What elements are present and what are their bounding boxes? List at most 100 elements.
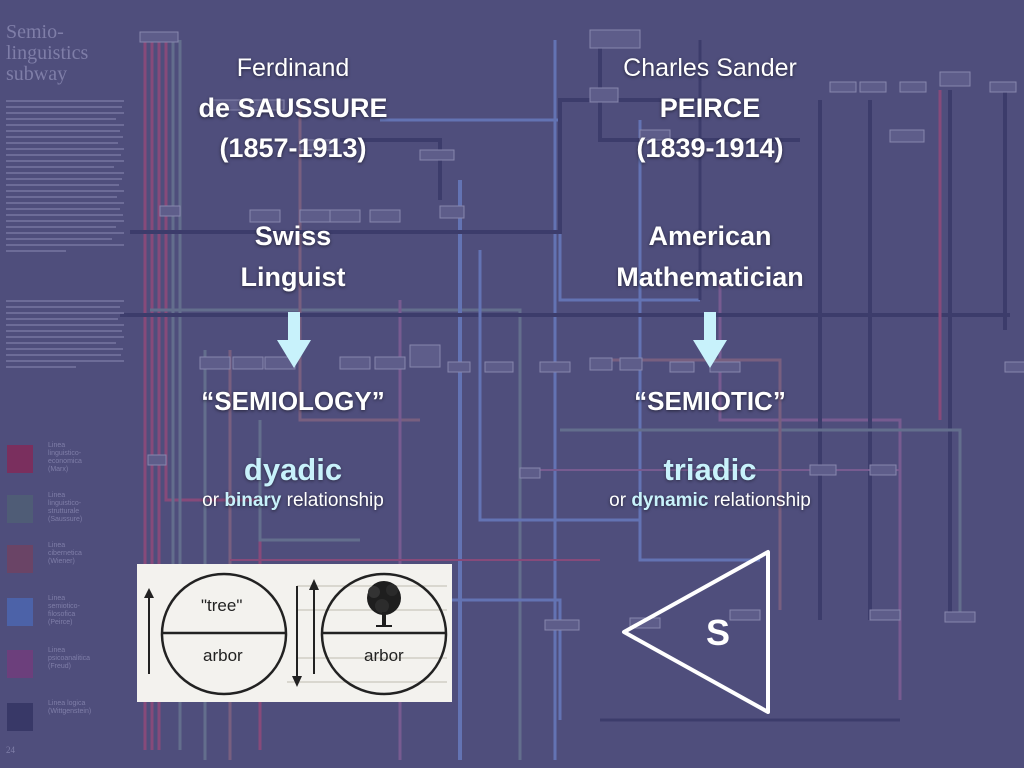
subway-station <box>369 209 401 223</box>
subway-line <box>638 120 760 562</box>
page-number: 24 <box>6 745 15 755</box>
subway-station <box>899 81 927 93</box>
legend-swatch <box>7 445 33 473</box>
subway-line <box>478 250 640 522</box>
saussure-heading: Ferdinand de SAUSSURE (1857-1913) <box>113 48 473 168</box>
subway-line <box>610 358 782 610</box>
subway-station <box>447 361 471 373</box>
subway-station <box>374 356 406 370</box>
map-title: Semio- linguistics subway <box>6 21 89 85</box>
saussure-years: (1857-1913) <box>219 133 367 163</box>
subway-station <box>729 609 761 621</box>
legend-swatch <box>7 495 33 523</box>
map-intro-text <box>6 100 126 256</box>
subway-station <box>232 356 264 370</box>
legend-label: Linea semiotico- filosofica (Peirce) <box>48 595 80 626</box>
subway-station <box>299 139 335 151</box>
subway-station <box>199 356 231 370</box>
tree-icon <box>367 581 401 627</box>
subway-station <box>859 81 887 93</box>
map-intro-text-2 <box>6 300 126 372</box>
subway-station <box>249 209 281 223</box>
peirce-profession: Mathematician <box>616 262 804 292</box>
subway-line <box>560 428 962 620</box>
subway-station <box>147 454 167 466</box>
peirce-years: (1839-1914) <box>636 133 784 163</box>
subway-station <box>639 129 671 141</box>
down-arrow-icon <box>277 312 311 368</box>
subway-station <box>829 81 857 93</box>
subway-line <box>258 420 360 542</box>
peirce-relation: triadic <box>663 452 757 487</box>
relation-emphasis: binary <box>224 490 282 511</box>
subway-station <box>209 99 245 111</box>
subway-station <box>989 81 1017 93</box>
subway-station <box>519 467 541 479</box>
subway-station <box>619 357 643 371</box>
subway-station <box>1004 361 1024 373</box>
peirce-heading: Charles Sander PEIRCE (1839-1914) <box>530 48 890 168</box>
signifier-label: arbor <box>203 646 243 665</box>
legend-label: Linea logica (Wittgenstein) <box>48 700 92 715</box>
semiotic-triangle: S <box>622 550 770 714</box>
subway-line <box>150 308 522 760</box>
legend-label: Linea psicoanalitica (Freud) <box>48 647 91 670</box>
subway-station <box>589 29 641 49</box>
subway-station <box>539 361 571 373</box>
legend-label: Linea linguistico- strutturale (Saussure… <box>48 492 83 523</box>
subway-station <box>339 356 371 370</box>
saussure-term: “SEMIOLOGY” <box>201 386 385 416</box>
subway-station <box>944 611 976 623</box>
signified-label: "tree" <box>201 596 243 615</box>
saussure-relation: dyadic <box>243 452 343 487</box>
relation-suffix: relationship <box>708 490 811 511</box>
peirce-role: American Mathematician <box>530 216 890 298</box>
subway-station <box>589 357 613 371</box>
subway-station <box>869 609 901 621</box>
subway-station <box>439 205 465 219</box>
subway-station <box>139 31 179 43</box>
subway-station <box>409 344 441 368</box>
signifier-label-2: arbor <box>364 646 404 665</box>
peirce-relation-desc: or dynamic relationship <box>530 490 890 512</box>
legend-swatch <box>7 598 33 626</box>
subway-line <box>340 138 442 200</box>
legend-label: Linea cibernetica (Wiener) <box>48 542 82 565</box>
subway-station <box>299 209 331 223</box>
subway-station <box>159 205 181 217</box>
saussure-profession: Linguist <box>240 262 346 292</box>
peirce-nationality: American <box>648 221 772 251</box>
subway-station <box>629 617 661 629</box>
subway-station <box>249 99 285 111</box>
subway-station <box>484 361 514 373</box>
relation-suffix: relationship <box>281 490 384 511</box>
saussure-first-name: Ferdinand <box>236 54 350 82</box>
saussure-relation-desc: or binary relationship <box>113 490 473 512</box>
saussure-role: Swiss Linguist <box>113 216 473 298</box>
subway-line <box>298 100 420 422</box>
subway-station <box>589 87 619 103</box>
relation-prefix: or <box>609 490 632 511</box>
subway-station <box>419 149 455 161</box>
subway-station <box>889 129 925 143</box>
relation-emphasis: dynamic <box>631 490 709 511</box>
subway-station <box>939 71 971 87</box>
subway-line <box>598 30 800 142</box>
legend-swatch <box>7 545 33 573</box>
subway-line <box>130 98 700 234</box>
subway-station <box>669 361 695 373</box>
peirce-first-name: Charles Sander <box>623 54 797 82</box>
triangle-label: S <box>706 612 730 653</box>
relation-prefix: or <box>202 490 225 511</box>
sign-diagram-drawing <box>144 572 448 696</box>
down-arrow-icon <box>693 312 727 368</box>
peirce-term: “SEMIOTIC” <box>634 386 786 416</box>
peirce-last-name: PEIRCE <box>659 93 761 123</box>
legend-swatch <box>7 650 33 678</box>
saussure-last-name: de SAUSSURE <box>198 93 388 123</box>
saussure-sign-diagram: "tree" arbor arbor <box>137 564 452 702</box>
legend-swatch <box>7 703 33 731</box>
subway-station <box>869 464 897 476</box>
subway-station <box>809 464 837 476</box>
